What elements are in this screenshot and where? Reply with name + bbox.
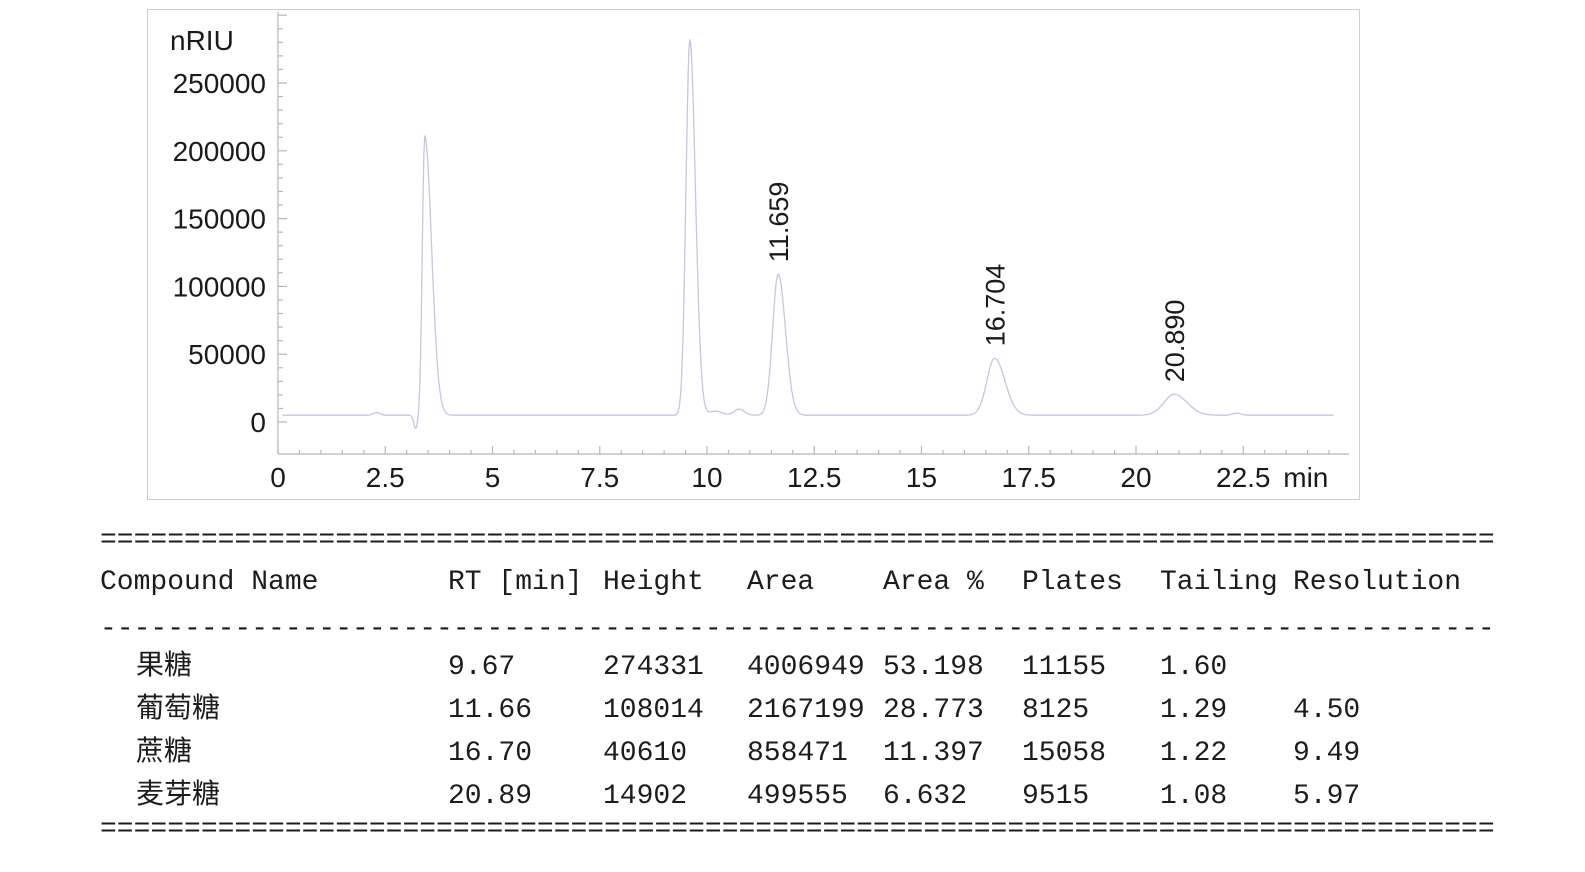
col-header-resolution: Resolution [1293,567,1462,598]
cell-name: 麦芽糖 [136,781,221,812]
cell-plates: 11155 [1022,652,1107,683]
table-separator-top: ========================================… [100,525,1494,556]
y-tick-label: 100000 [173,271,266,302]
x-tick-label: 10 [691,462,722,493]
cell-resolution: 4.50 [1293,695,1361,726]
cell-height: 14902 [603,781,688,812]
cell-rt: 11.66 [448,695,533,726]
table-row: 葡萄糖 11.66 108014 2167199 28.773 8125 1.29 4.50 [100,694,1492,728]
cell-tailing: 1.60 [1160,652,1228,683]
col-header-plates: Plates [1022,567,1123,598]
cell-height: 108014 [603,695,704,726]
cell-area: 4006949 [747,652,865,683]
cell-resolution: 9.49 [1293,738,1361,769]
cell-plates: 15058 [1022,738,1107,769]
col-header-tailing: Tailing [1160,567,1278,598]
cell-area_pct: 11.397 [883,738,984,769]
cell-rt: 16.70 [448,738,533,769]
x-tick-label: 12.5 [787,462,842,493]
cell-name: 蔗糖 [136,738,193,769]
cell-tailing: 1.22 [1160,738,1228,769]
y-tick-label: 250000 [173,68,266,99]
y-tick-label: 200000 [173,136,266,167]
x-tick-label: 22.5 [1216,462,1271,493]
x-tick-label: 20 [1120,462,1151,493]
peak-label: 11.659 [764,182,794,263]
cell-area: 499555 [747,781,848,812]
x-tick-label: 2.5 [366,462,405,493]
cell-height: 40610 [603,738,688,769]
cell-name: 葡萄糖 [136,695,221,726]
cell-rt: 20.89 [448,781,533,812]
y-tick-label: 0 [250,407,266,438]
table-row: 果糖 9.67 274331 4006949 53.198 11155 1.60 [100,651,1492,685]
cell-height: 274331 [603,652,704,683]
cell-tailing: 1.29 [1160,695,1228,726]
table-row: 麦芽糖 20.89 14902 499555 6.632 9515 1.08 5.97 [100,780,1492,814]
cell-area: 2167199 [747,695,865,726]
peak-label: 20.890 [1160,300,1190,383]
cell-area_pct: 6.632 [883,781,968,812]
cell-rt: 9.67 [448,652,516,683]
x-tick-label: 15 [906,462,937,493]
chromatogram-panel: 0 50000 100000 150000 200000 250000 nRIU 0 2.5 5 7… [147,9,1360,500]
y-axis-title: nRIU [170,25,234,56]
chromatogram: 0 50000 100000 150000 200000 250000 nRIU 0 2.5 5 7… [170,12,1349,493]
col-header-compound-name: Compound Name [100,567,319,598]
cell-name: 果糖 [136,652,193,683]
cell-resolution: 5.97 [1293,781,1361,812]
x-tick-label: 7.5 [580,462,619,493]
cell-area_pct: 28.773 [883,695,984,726]
table-separator-header: ----------------------------------------… [100,614,1494,645]
table-header-row: Compound Name RT [min] Height Area Area … [100,566,1492,600]
x-axis-unit: min [1283,462,1328,493]
table-row: 蔗糖 16.70 40610 858471 11.397 15058 1.22 9.49 [100,737,1492,771]
cell-plates: 9515 [1022,781,1090,812]
chromatogram-trace [282,38,1334,430]
col-header-area-pct: Area % [883,567,984,598]
peak-label: 16.704 [981,264,1011,347]
x-tick-label: 5 [485,462,501,493]
col-header-area: Area [747,567,815,598]
y-tick-label: 150000 [173,204,266,235]
cell-tailing: 1.08 [1160,781,1228,812]
cell-area: 858471 [747,738,848,769]
cell-area_pct: 53.198 [883,652,984,683]
x-tick-label: 17.5 [1002,462,1057,493]
cell-plates: 8125 [1022,695,1090,726]
x-tick-label: 0 [270,462,286,493]
col-header-rt: RT [min] [448,567,583,598]
cell-resolution [1293,651,1490,685]
table-separator-bottom: ========================================… [100,814,1494,845]
y-tick-label: 50000 [188,339,266,370]
col-header-height: Height [603,567,704,598]
